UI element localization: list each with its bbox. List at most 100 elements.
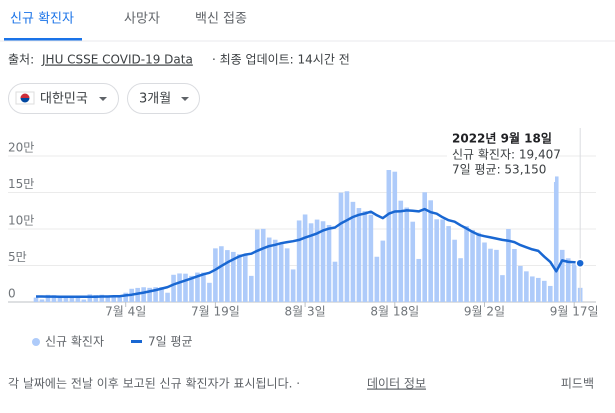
bar <box>302 214 308 302</box>
x-tick-label: 7월 19일 <box>191 305 240 319</box>
average-line <box>36 207 581 298</box>
feedback[interactable]: 피드백 <box>561 377 594 391</box>
bar <box>254 229 260 302</box>
bar <box>296 220 302 302</box>
bar <box>117 297 123 302</box>
tab[interactable]: 사망자 <box>124 12 160 27</box>
bar <box>39 299 45 302</box>
bar <box>356 208 362 302</box>
bar <box>248 275 254 302</box>
tooltip: 2022년 9월 18일 신규 확진자: 19,407 7일 평균: 53,15… <box>447 128 561 182</box>
bar <box>446 226 451 302</box>
tab-indicator <box>4 38 82 41</box>
y-tick-label: 5만 <box>8 250 27 264</box>
bar <box>33 297 39 302</box>
bar <box>165 292 170 302</box>
bar <box>207 282 212 302</box>
tab[interactable]: 신규 확진자 <box>10 12 74 27</box>
bar <box>63 296 69 302</box>
bar <box>51 295 57 302</box>
bar <box>553 176 559 302</box>
bar <box>374 256 380 302</box>
bar <box>320 221 326 302</box>
bar <box>326 224 332 302</box>
bar <box>159 287 164 302</box>
legend-swatch <box>131 340 142 343</box>
bar <box>398 200 404 302</box>
bar <box>219 246 224 302</box>
bar <box>440 219 445 302</box>
chip[interactable] <box>127 83 200 114</box>
bar <box>135 287 140 302</box>
bar <box>213 248 218 302</box>
bar <box>368 214 374 302</box>
bar <box>482 242 487 302</box>
bar <box>530 276 535 302</box>
bar <box>111 296 117 302</box>
y-tick-label: 10만 <box>8 214 34 228</box>
bar <box>171 274 176 302</box>
bar <box>410 221 416 302</box>
y-tick-label: 15만 <box>8 177 34 191</box>
plot: 0 5만 10만 15만 20만 7월 4일 7월 19일 8월 3일 8월 18일 9월 2일 9… <box>8 128 599 319</box>
bar <box>201 272 206 302</box>
dropdown-arrow <box>181 97 189 101</box>
bar <box>308 223 314 302</box>
bar <box>332 261 338 302</box>
bar <box>93 295 99 302</box>
bar <box>416 258 422 302</box>
bar <box>177 273 182 302</box>
flag <box>15 91 35 105</box>
tooltip-line: 신규 확진자: 19,407 <box>452 148 561 162</box>
chip-label[interactable]: 대한민국 <box>40 92 88 107</box>
x-tick-label: 7월 4일 <box>105 305 146 319</box>
bar <box>458 258 463 302</box>
bar <box>272 239 278 302</box>
footer-link[interactable]: 데이터 정보 <box>367 377 426 391</box>
bar <box>266 237 272 302</box>
bar <box>362 211 368 302</box>
bar <box>147 287 152 302</box>
x-tick-label: 9월 2일 <box>464 305 505 319</box>
footer-note: 각 날짜에는 전날 이후 보고된 신규 확진자가 표시됩니다. · <box>8 377 300 391</box>
source-label: 출처: <box>8 53 34 67</box>
point <box>575 258 585 268</box>
bar <box>386 170 392 302</box>
bar <box>99 294 105 302</box>
source-link[interactable]: JHU CSSE COVID-19 Data <box>41 53 193 67</box>
bar <box>494 249 499 302</box>
bar <box>243 254 248 302</box>
chip-label[interactable]: 3개월 <box>139 92 171 107</box>
bar <box>81 299 87 302</box>
update-info: · 최종 업데이트: 14시간 전 <box>212 53 350 67</box>
bar <box>338 192 344 302</box>
bar <box>434 219 439 302</box>
bar <box>45 294 51 302</box>
tab[interactable]: 백신 접종 <box>195 12 247 27</box>
tooltip-title: 2022년 9월 18일 <box>452 131 552 146</box>
dropdown-arrow <box>99 97 107 101</box>
bar <box>428 200 433 302</box>
bar <box>260 228 266 302</box>
bar <box>123 292 128 302</box>
bar <box>470 229 475 302</box>
bar <box>314 219 320 302</box>
bar <box>565 258 571 302</box>
bar <box>380 240 386 302</box>
bar <box>284 248 290 302</box>
bar <box>231 251 236 302</box>
legend-label: 신규 확진자 <box>45 335 104 349</box>
bar <box>542 280 547 302</box>
bar <box>141 287 146 302</box>
bar <box>69 297 75 302</box>
chip[interactable] <box>8 83 119 114</box>
bar <box>105 295 111 302</box>
bar <box>536 277 541 302</box>
bar <box>183 273 188 302</box>
tooltip-box <box>447 128 555 182</box>
x-tick-label: 8월 3일 <box>285 305 326 319</box>
bar <box>559 249 565 302</box>
y-tick-label: 20만 <box>8 141 34 155</box>
